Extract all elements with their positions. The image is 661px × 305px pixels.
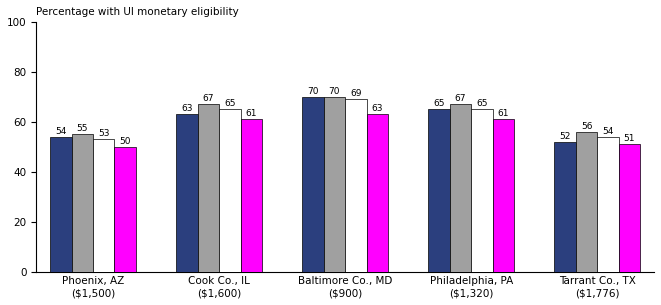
Bar [492, 119, 514, 271]
Text: 63: 63 [371, 104, 383, 113]
Text: 54: 54 [55, 127, 67, 136]
Bar [114, 147, 136, 271]
Bar [176, 114, 198, 271]
Text: 67: 67 [203, 94, 214, 103]
Bar [471, 109, 492, 271]
Text: 65: 65 [434, 99, 445, 108]
Bar [555, 142, 576, 271]
Text: 50: 50 [120, 137, 131, 146]
Bar [219, 109, 241, 271]
Text: 55: 55 [77, 124, 88, 133]
Bar [198, 104, 219, 271]
Text: 65: 65 [476, 99, 488, 108]
Text: 52: 52 [559, 132, 571, 141]
Bar [619, 144, 641, 271]
Bar [241, 119, 262, 271]
Bar [367, 114, 388, 271]
Text: 51: 51 [624, 135, 635, 143]
Bar [576, 132, 598, 271]
Text: 70: 70 [307, 87, 319, 96]
Text: 63: 63 [181, 104, 193, 113]
Text: 70: 70 [329, 87, 340, 96]
Bar [302, 97, 324, 271]
Text: 61: 61 [245, 109, 257, 118]
Bar [345, 99, 367, 271]
Bar [324, 97, 345, 271]
Bar [50, 137, 71, 271]
Text: 69: 69 [350, 89, 362, 99]
Bar [450, 104, 471, 271]
Text: Percentage with UI monetary eligibility: Percentage with UI monetary eligibility [36, 7, 239, 17]
Text: 56: 56 [581, 122, 592, 131]
Text: 65: 65 [224, 99, 235, 108]
Bar [71, 134, 93, 271]
Text: 67: 67 [455, 94, 466, 103]
Text: 61: 61 [498, 109, 509, 118]
Bar [428, 109, 450, 271]
Text: 54: 54 [602, 127, 613, 136]
Bar [598, 137, 619, 271]
Text: 53: 53 [98, 129, 110, 138]
Bar [93, 139, 114, 271]
